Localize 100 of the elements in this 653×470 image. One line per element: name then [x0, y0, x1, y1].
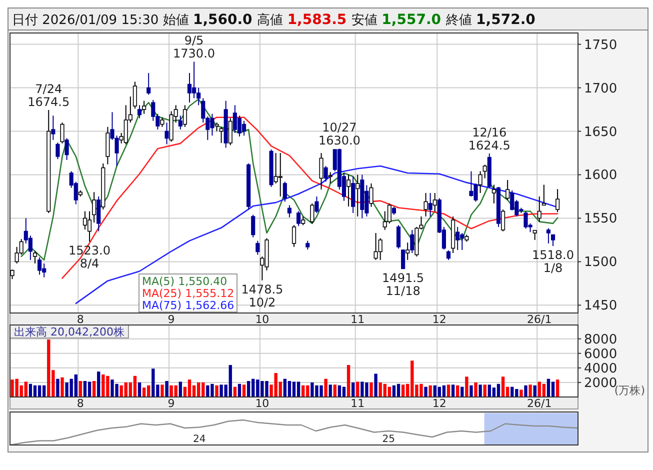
candlestick [314, 196, 319, 214]
candlestick [356, 174, 360, 217]
candlestick [38, 256, 42, 276]
annotation: 1478.5 10/2 [241, 282, 284, 310]
bar [296, 382, 300, 397]
candlestick [396, 224, 401, 250]
candlestick [146, 72, 151, 96]
candlestick [106, 126, 110, 165]
bar [24, 382, 28, 397]
candlestick [192, 61, 196, 99]
candlestick [456, 226, 460, 250]
bar [160, 384, 164, 397]
candlestick [287, 204, 292, 218]
candlestick [182, 104, 187, 128]
candlestick [482, 164, 487, 179]
bar [478, 384, 482, 397]
candlestick [550, 234, 556, 247]
bar [328, 384, 332, 397]
candlestick [410, 229, 414, 254]
bar [520, 390, 523, 397]
candlestick [546, 228, 550, 244]
x-tick-label: 11 [350, 313, 365, 326]
annotation: 7/24 1674.5 [28, 82, 70, 109]
candlestick [28, 235, 32, 260]
x-tick-label: 12 [432, 313, 446, 326]
x-tick-label: 9 [168, 313, 175, 326]
candlestick [56, 142, 60, 160]
bar [542, 384, 546, 397]
bar [374, 374, 378, 397]
candlestick [446, 250, 451, 260]
bar [501, 376, 505, 397]
bar [533, 385, 536, 397]
bar [483, 384, 486, 397]
x-tick-label: 26/1 [527, 397, 552, 410]
bar [496, 384, 500, 397]
bar [60, 377, 64, 397]
bar [465, 376, 468, 397]
candlestick [556, 188, 560, 213]
y-tick-label: 1700 [584, 81, 618, 96]
x-tick-label: 8 [76, 397, 84, 410]
bar [238, 384, 242, 397]
candlestick [278, 152, 282, 197]
bar [74, 374, 78, 397]
bar [396, 384, 400, 397]
x-tick-label: 26/1 [527, 313, 552, 326]
candlestick [137, 104, 142, 119]
bar [215, 385, 218, 397]
candlestick [401, 249, 406, 270]
bar [242, 384, 246, 397]
candlestick [424, 192, 428, 217]
bar [333, 384, 336, 397]
bar [546, 378, 550, 397]
candlestick [428, 192, 432, 217]
bar [56, 378, 60, 397]
bar [283, 378, 287, 397]
x-tick-label: 24 [192, 434, 206, 445]
bar [446, 384, 450, 397]
candlestick [237, 115, 242, 137]
candlestick [542, 184, 546, 206]
candlestick [432, 192, 437, 212]
bar [133, 376, 137, 397]
bar [428, 385, 432, 397]
bar [88, 382, 92, 397]
x-tick-label: 25 [382, 434, 396, 445]
x-tick-label: 10 [255, 313, 270, 326]
bar [28, 384, 32, 397]
bar [474, 382, 478, 397]
y-tick-label: 6000 [584, 346, 618, 362]
candlestick [369, 182, 374, 208]
candlestick [60, 122, 64, 144]
bar [556, 380, 560, 397]
candlestick [282, 181, 287, 202]
candlestick [506, 179, 510, 200]
candlestick [251, 214, 256, 238]
annotation: 12/16 1624.5 [468, 125, 510, 152]
bar [351, 382, 355, 397]
bar [524, 385, 528, 397]
x-tick-label: 9 [168, 397, 175, 410]
bar [97, 372, 100, 397]
candlestick [406, 242, 410, 260]
candlestick [319, 152, 324, 190]
candlestick [32, 250, 38, 264]
annotation: 9/5 1730.0 [173, 34, 216, 61]
candlestick [142, 100, 146, 114]
bar [178, 382, 182, 397]
annotation: 1491.5 11/18 [382, 271, 424, 298]
chart-title: 日付 2026/01/09 15:30 始値 1,560.0 高値 1,583.5 安値 1,557.0 終値 1,572.0 [12, 12, 536, 28]
bar [196, 382, 200, 397]
candlestick [242, 120, 246, 136]
bar [470, 385, 473, 397]
bar [165, 381, 168, 397]
candlestick [87, 210, 92, 242]
bar [551, 382, 555, 397]
candlestick [219, 126, 224, 144]
bar [528, 384, 532, 397]
bar [188, 380, 192, 397]
candlestick [132, 81, 137, 110]
text: MA(25) 1,555.12 [142, 287, 234, 300]
candlestick [387, 202, 392, 224]
candlestick [324, 166, 328, 182]
